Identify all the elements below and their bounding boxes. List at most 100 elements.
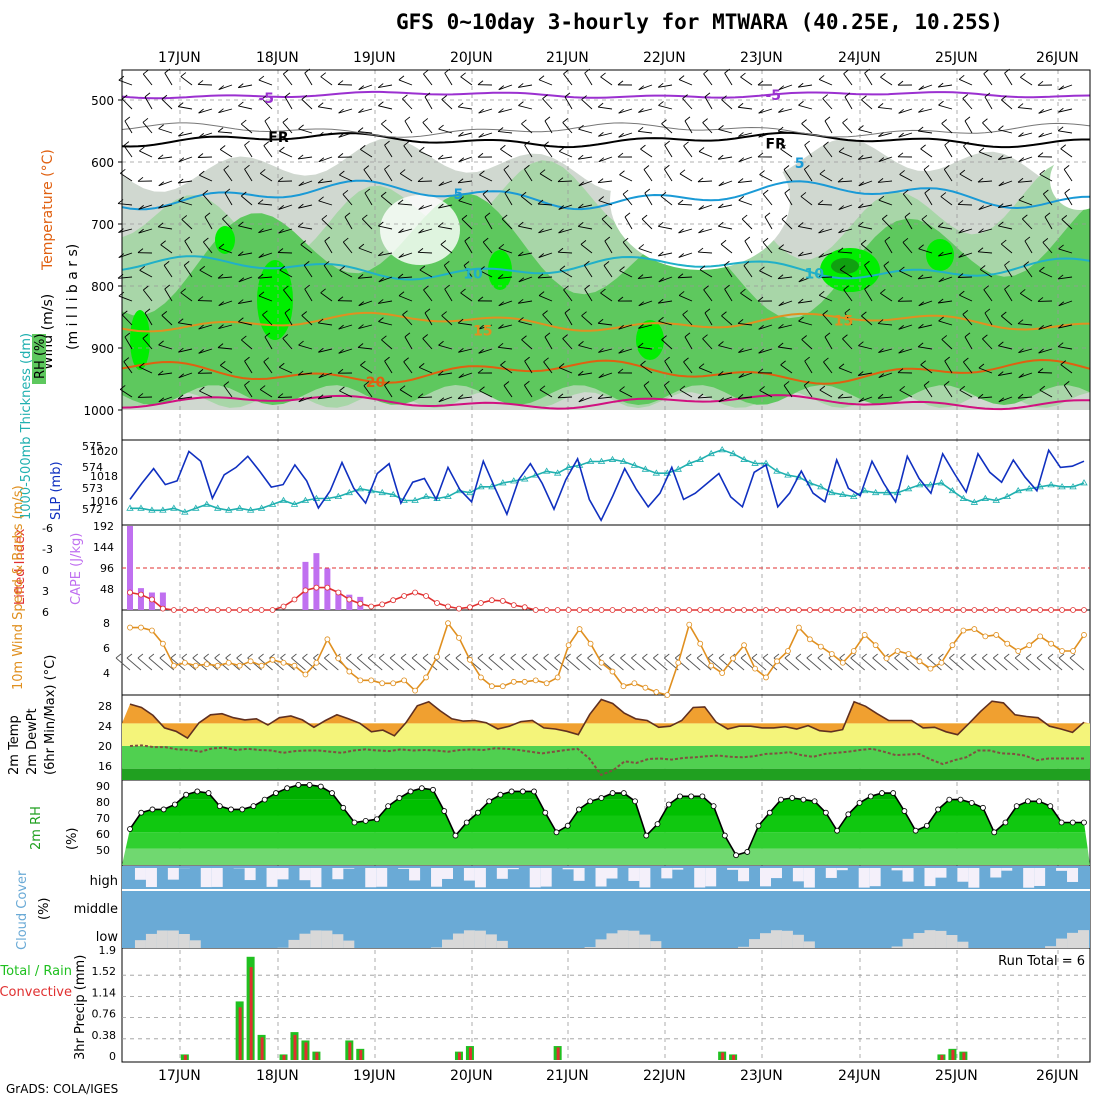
wind-barb xyxy=(1058,324,1073,329)
cloud-high-bar xyxy=(990,868,1002,878)
wind-barb-flag xyxy=(378,221,384,227)
thickness-line-point xyxy=(553,469,562,476)
cloud-low-bar xyxy=(178,933,190,948)
wind-barb-flag xyxy=(622,189,629,195)
wind-barb xyxy=(798,320,813,326)
wind-barb xyxy=(398,228,413,234)
wind-barb xyxy=(758,108,773,114)
cloud-low-bar xyxy=(946,934,958,948)
wind-barb xyxy=(819,173,833,182)
wind-barb xyxy=(677,276,693,279)
thickness-line-point xyxy=(937,479,946,486)
surface-wind-barb xyxy=(159,657,175,671)
surface-wind-barb-flag xyxy=(839,653,846,659)
surface-wind-barb-flag xyxy=(269,653,275,659)
cloud-ylabel-1: Cloud Cover xyxy=(15,870,30,950)
wind-barb xyxy=(458,396,473,400)
wind-barb-flag xyxy=(158,397,165,403)
contour-label: 10 xyxy=(805,267,825,283)
wind-barb-flag xyxy=(998,181,1005,187)
wind-barb-flag xyxy=(902,237,909,243)
wind-barb-flag xyxy=(203,237,209,243)
wind-speed-line-point xyxy=(1059,648,1065,654)
wind-barb-flag xyxy=(798,100,804,106)
surface-wind-barb-flag xyxy=(1014,653,1021,659)
rh-line-point xyxy=(216,803,223,810)
rh-line-point xyxy=(1081,819,1087,826)
li-line-point xyxy=(609,607,616,613)
li-tick: -6 xyxy=(42,522,53,535)
wind-barb-flag xyxy=(477,296,484,302)
wind-barb-flag xyxy=(357,127,364,132)
wind-barb xyxy=(503,385,513,398)
wind-speed-line-point xyxy=(170,662,177,669)
wind-barb-flag xyxy=(958,228,964,234)
wind-barb-flag xyxy=(364,188,371,194)
precip-conv-bar xyxy=(293,1034,297,1060)
wind-speed-line-point xyxy=(510,678,517,685)
surface-wind-barb-flag xyxy=(598,653,604,659)
wind-barb xyxy=(798,226,813,230)
rh-line-point xyxy=(957,796,964,803)
wind-barb-flag xyxy=(1058,301,1065,307)
cloud-low-bar xyxy=(167,930,179,948)
wind-barb-flag xyxy=(359,145,366,150)
surface-wind-barb xyxy=(455,657,471,671)
wind-barb xyxy=(339,174,353,182)
surface-wind-barb xyxy=(620,657,635,671)
thickness-line-point xyxy=(652,469,661,476)
wind-barb-flag xyxy=(658,316,664,322)
wind-barb xyxy=(218,108,233,114)
cloud-high-bar xyxy=(1056,868,1068,871)
wind-barb xyxy=(478,324,493,330)
dewpt-band-16 xyxy=(122,768,1090,780)
rh-line-point xyxy=(677,793,683,800)
wind-barb xyxy=(718,204,733,209)
wind-barb-flag xyxy=(624,212,631,218)
wind-speed-line-point xyxy=(532,677,539,684)
li-line-point xyxy=(291,596,298,603)
wind-barb xyxy=(500,148,513,158)
wind-barb-flag xyxy=(958,253,964,258)
wind-barb-flag xyxy=(678,228,684,234)
wind-barb-flag xyxy=(678,253,685,258)
wind-barb xyxy=(538,79,553,86)
wind-barb-flag xyxy=(880,72,886,78)
wind-barb-flag xyxy=(638,324,644,329)
wind-barb-flag xyxy=(298,340,304,346)
wind-barb xyxy=(1023,265,1033,278)
wind-barb xyxy=(458,200,473,206)
rh-line-point xyxy=(923,822,930,829)
wind-barb xyxy=(858,129,873,134)
surface-wind-barb xyxy=(115,657,131,671)
wind-barb xyxy=(139,269,153,278)
wind-barb-flag xyxy=(619,266,625,272)
wind-barb xyxy=(819,389,833,398)
contour-label: -5 xyxy=(259,91,275,107)
wind-barb xyxy=(398,295,413,302)
surface-wind-barb xyxy=(828,657,844,671)
li-line-point xyxy=(214,607,221,613)
rh-line-point xyxy=(194,788,201,795)
rh-line-point xyxy=(486,798,493,805)
thickness-line-point xyxy=(542,467,551,474)
wind-barb xyxy=(503,169,513,182)
wind-barb xyxy=(318,348,333,353)
wind-barb xyxy=(938,252,953,257)
surface-wind-barb xyxy=(345,657,361,671)
wind-barb xyxy=(858,225,873,230)
wind-barb-flag xyxy=(577,154,584,160)
wind-speed-line-point xyxy=(302,671,309,678)
wind-speed-line-point xyxy=(445,620,451,627)
wind-barb-flag xyxy=(177,394,184,400)
wind-barb xyxy=(404,336,413,350)
wind-barb-flag xyxy=(317,102,324,108)
rh-line-point xyxy=(699,793,706,800)
wind-barb xyxy=(298,396,313,403)
wind-barb-flag xyxy=(279,265,286,271)
cloud-low-bar xyxy=(474,930,486,948)
wind-barb xyxy=(641,218,653,230)
wind-barb xyxy=(979,269,993,278)
date-label-bottom: 20JUN xyxy=(450,1068,493,1084)
wind-barb xyxy=(963,361,973,374)
